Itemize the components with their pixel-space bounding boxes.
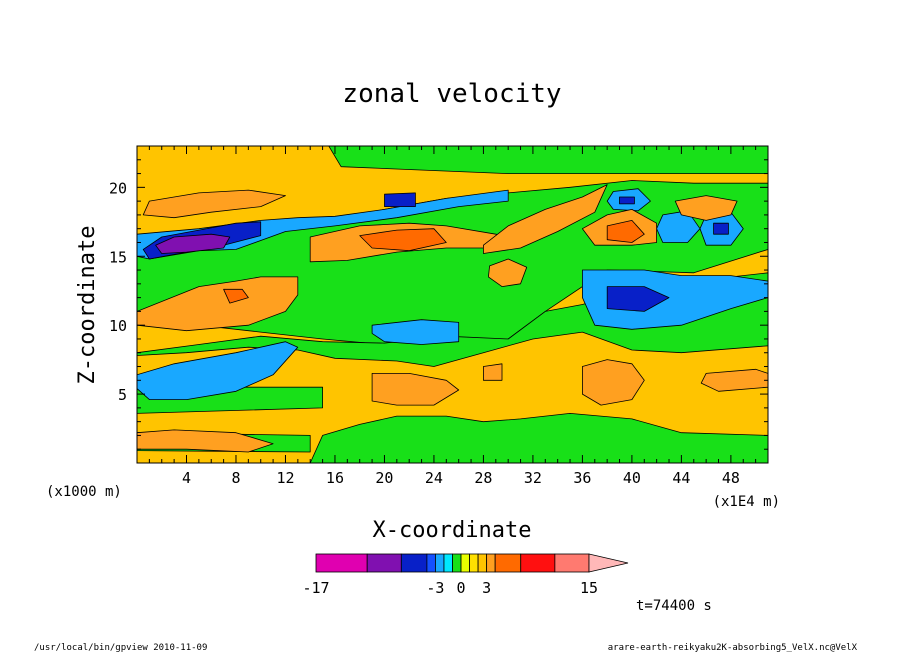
colorbar-tick-label: -3: [426, 579, 444, 597]
colorbar-tick-label: 3: [482, 579, 491, 597]
contour-region-3: [309, 412, 768, 463]
colorbar-swatch: [554, 553, 590, 573]
colorbar-arrow: [588, 553, 629, 573]
colorbar-swatch: [469, 553, 479, 573]
contour-region-22: [482, 184, 608, 254]
colorbar-swatch: [366, 553, 402, 573]
colorbar-swatch: [486, 553, 496, 573]
contour-region-16: [619, 196, 635, 205]
y-tick-label: 15: [109, 248, 127, 266]
colorbar-tick-label: -17: [302, 579, 329, 597]
colorbar: [315, 553, 629, 573]
x-axis-label: X-coordinate: [373, 518, 532, 543]
colorbar-swatch: [443, 553, 453, 573]
colorbar-swatch: [494, 553, 522, 573]
x-tick-label: 44: [672, 469, 690, 487]
plot-frame: [136, 145, 769, 464]
colorbar-tick-label: 0: [457, 579, 466, 597]
colorbar-swatch: [477, 553, 488, 573]
contour-region-24: [674, 195, 738, 221]
colorbar-swatch: [400, 553, 428, 573]
contour-region-26: [137, 429, 274, 453]
contour-region-18: [155, 233, 231, 254]
contour-region-17: [713, 222, 729, 235]
y-tick-label: 20: [109, 179, 127, 197]
colorbar-swatch: [460, 553, 470, 573]
contour-region-21: [137, 276, 299, 332]
x-tick-label: 24: [425, 469, 443, 487]
x-tick-label: 12: [276, 469, 294, 487]
contour-region-7: [582, 269, 768, 330]
y-tick-label: 10: [109, 317, 127, 335]
contour-regions: [137, 146, 768, 463]
colorbar-ticks: -17 -3 0 3 15: [302, 579, 598, 597]
footer-right: arare-earth-reikyaku2K-absorbing5_VelX.n…: [608, 643, 858, 653]
contour-region-14: [606, 286, 670, 312]
contour-region-19: [142, 189, 286, 219]
x-tick-label: 32: [524, 469, 542, 487]
x-tick-label: 4: [182, 469, 191, 487]
contour-region-32: [606, 219, 645, 243]
colorbar-swatch: [520, 553, 556, 573]
x-tick-label: 16: [326, 469, 344, 487]
y-axis: 5 10 15 20: [109, 145, 768, 450]
contour-region-6: [137, 341, 299, 401]
contour-region-31: [359, 228, 447, 252]
plot-area: [137, 146, 768, 463]
chart-title: zonal velocity: [342, 79, 561, 109]
contour-region-15: [384, 192, 416, 208]
x-tick-label: 36: [573, 469, 591, 487]
y-tick-label: 5: [118, 386, 127, 404]
x-tick-label: 20: [375, 469, 393, 487]
colorbar-swatch: [435, 553, 445, 573]
y-unit-label: (x1000 m): [46, 484, 122, 500]
contour-region-27: [371, 372, 460, 406]
colorbar-swatch: [315, 553, 368, 573]
y-axis-label: Z-coordinate: [75, 226, 100, 385]
colorbar-tick-label: 15: [580, 579, 598, 597]
contour-region-25: [487, 258, 528, 288]
contour-region-30: [700, 368, 768, 392]
x-tick-label: 48: [722, 469, 740, 487]
x-axis: 4 8 12 16 20 24 28 32 36 40 44 48: [148, 146, 757, 487]
x-tick-label: 40: [623, 469, 641, 487]
contour-region-29: [582, 359, 645, 406]
footer-left: /usr/local/bin/gpview 2010-11-09: [34, 643, 207, 653]
x-tick-label: 28: [474, 469, 492, 487]
x-unit-label: (x1E4 m): [713, 494, 780, 510]
colorbar-swatch: [426, 553, 436, 573]
colorbar-swatch: [452, 553, 462, 573]
contour-region-9: [371, 319, 460, 345]
contour-region-33: [223, 288, 249, 304]
x-tick-label: 8: [231, 469, 240, 487]
contour-region-28: [482, 363, 503, 381]
time-label: t=74400 s: [636, 598, 712, 614]
